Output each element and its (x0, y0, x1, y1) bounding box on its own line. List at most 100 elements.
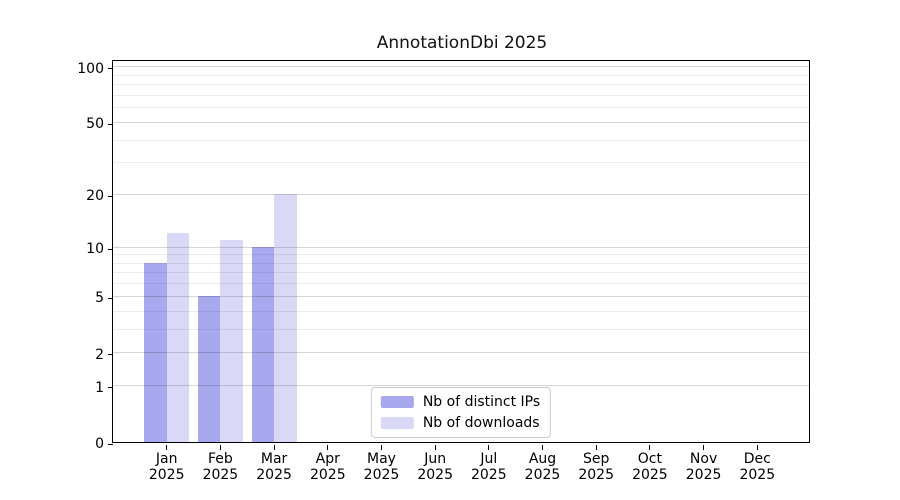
legend-swatch-distinct-ips (380, 396, 414, 408)
bar-mar-distinct-ips (251, 247, 275, 442)
bar-jan-downloads (166, 233, 190, 442)
x-tick-month: Nov (689, 451, 718, 467)
x-tick (273, 445, 275, 450)
y-tick (108, 195, 113, 197)
x-tick-label: Aug 2025 (503, 451, 583, 483)
x-tick-year: 2025 (739, 467, 776, 483)
bar-mar-downloads (274, 194, 297, 442)
x-tick-label: Oct 2025 (610, 451, 690, 483)
legend-label-distinct-ips: Nb of distinct IPs (422, 394, 541, 410)
x-tick-year: 2025 (685, 467, 722, 483)
legend-label-downloads: Nb of downloads (422, 415, 540, 431)
bars-layer (113, 61, 809, 442)
y-gridline-minor (113, 84, 809, 86)
x-tick-label: Apr 2025 (288, 451, 368, 483)
x-tick-month: Jun (424, 451, 447, 467)
y-gridline-major (113, 295, 809, 297)
x-tick-month: Feb (207, 451, 233, 467)
bar-feb-downloads (220, 239, 243, 442)
x-tick-year: 2025 (632, 467, 668, 483)
legend-item-distinct-ips: Nb of distinct IPs (380, 393, 541, 411)
x-tick-year: 2025 (524, 467, 561, 483)
y-tick (108, 68, 113, 70)
x-tick (703, 445, 705, 450)
y-gridline-minor (113, 162, 809, 164)
y-tick-label: 5 (95, 290, 104, 307)
x-tick-label: Mar 2025 (234, 451, 314, 483)
x-tick-month: Apr (315, 451, 340, 467)
x-tick-label: Jul 2025 (449, 451, 529, 483)
y-gridline-major (113, 352, 809, 354)
x-tick (488, 445, 490, 450)
legend: Nb of distinct IPs Nb of downloads (370, 387, 552, 438)
y-gridline-minor (113, 283, 809, 285)
x-tick-month: Sep (582, 451, 610, 467)
x-tick (756, 445, 758, 450)
y-tick-label: 0 (95, 436, 104, 452)
y-tick (108, 354, 113, 356)
y-gridline-major (113, 246, 809, 248)
x-tick-month: Dec (743, 451, 771, 467)
x-tick-month: Mar (260, 451, 288, 467)
x-tick-label: Jun 2025 (395, 451, 475, 483)
x-tick (381, 445, 382, 450)
grid-layer (113, 61, 809, 442)
x-tick (434, 445, 436, 450)
x-tick (327, 445, 329, 450)
x-tick-year: 2025 (309, 467, 346, 483)
y-tick (108, 443, 113, 445)
y-gridline-minor (113, 107, 809, 109)
bar-feb-distinct-ips (197, 296, 221, 442)
y-gridline-major (113, 385, 809, 387)
x-tick (649, 445, 651, 450)
y-gridline-major (113, 193, 809, 195)
x-tick-year: 2025 (148, 467, 185, 483)
x-tick (219, 445, 221, 450)
legend-swatch-downloads (380, 417, 414, 429)
y-gridline-minor (113, 94, 809, 96)
y-tick-label: 1 (95, 379, 104, 396)
y-tick (108, 123, 113, 125)
x-tick-month: Jul (480, 451, 498, 467)
x-tick-year: 2025 (578, 467, 614, 483)
x-tick-label: Feb 2025 (180, 451, 260, 483)
y-tick-label: 100 (77, 60, 104, 77)
x-tick-label: May 2025 (342, 451, 422, 483)
y-gridline-major (113, 66, 809, 68)
y-gridline-minor (113, 328, 809, 330)
x-tick-year: 2025 (470, 467, 507, 483)
x-tick-year: 2025 (417, 467, 453, 483)
y-tick-label: 10 (86, 241, 104, 257)
y-tick (108, 387, 113, 389)
x-tick (542, 445, 543, 450)
x-tick-label: Nov 2025 (664, 451, 744, 483)
x-tick-month: Jan (155, 451, 178, 467)
plot-area: Nb of distinct IPs Nb of downloads (112, 60, 810, 443)
x-tick-label: Sep 2025 (556, 451, 636, 483)
x-tick-year: 2025 (256, 467, 292, 483)
x-tick-label: Jan 2025 (127, 451, 207, 483)
y-gridline-minor (113, 139, 809, 141)
y-gridline-minor (113, 254, 809, 256)
legend-item-downloads: Nb of downloads (380, 414, 540, 432)
y-gridline-major (113, 121, 809, 123)
x-tick (595, 445, 597, 450)
y-gridline-minor (113, 272, 809, 274)
y-gridline-minor (113, 74, 809, 76)
x-tick-label: Dec 2025 (717, 451, 797, 483)
x-tick-month: Aug (528, 451, 557, 467)
chart-title: AnnotationDbi 2025 (376, 33, 548, 53)
y-tick (108, 297, 113, 299)
y-gridline-minor (113, 262, 809, 264)
y-gridline-minor (113, 310, 809, 312)
y-tick-label: 50 (86, 116, 104, 133)
y-tick-label: 20 (86, 188, 104, 205)
x-tick-year: 2025 (363, 467, 400, 483)
y-tick-label: 2 (95, 346, 104, 363)
y-tick (108, 248, 113, 250)
x-tick-month: Oct (637, 451, 662, 467)
x-tick (166, 445, 168, 450)
bar-jan-distinct-ips (144, 263, 167, 442)
